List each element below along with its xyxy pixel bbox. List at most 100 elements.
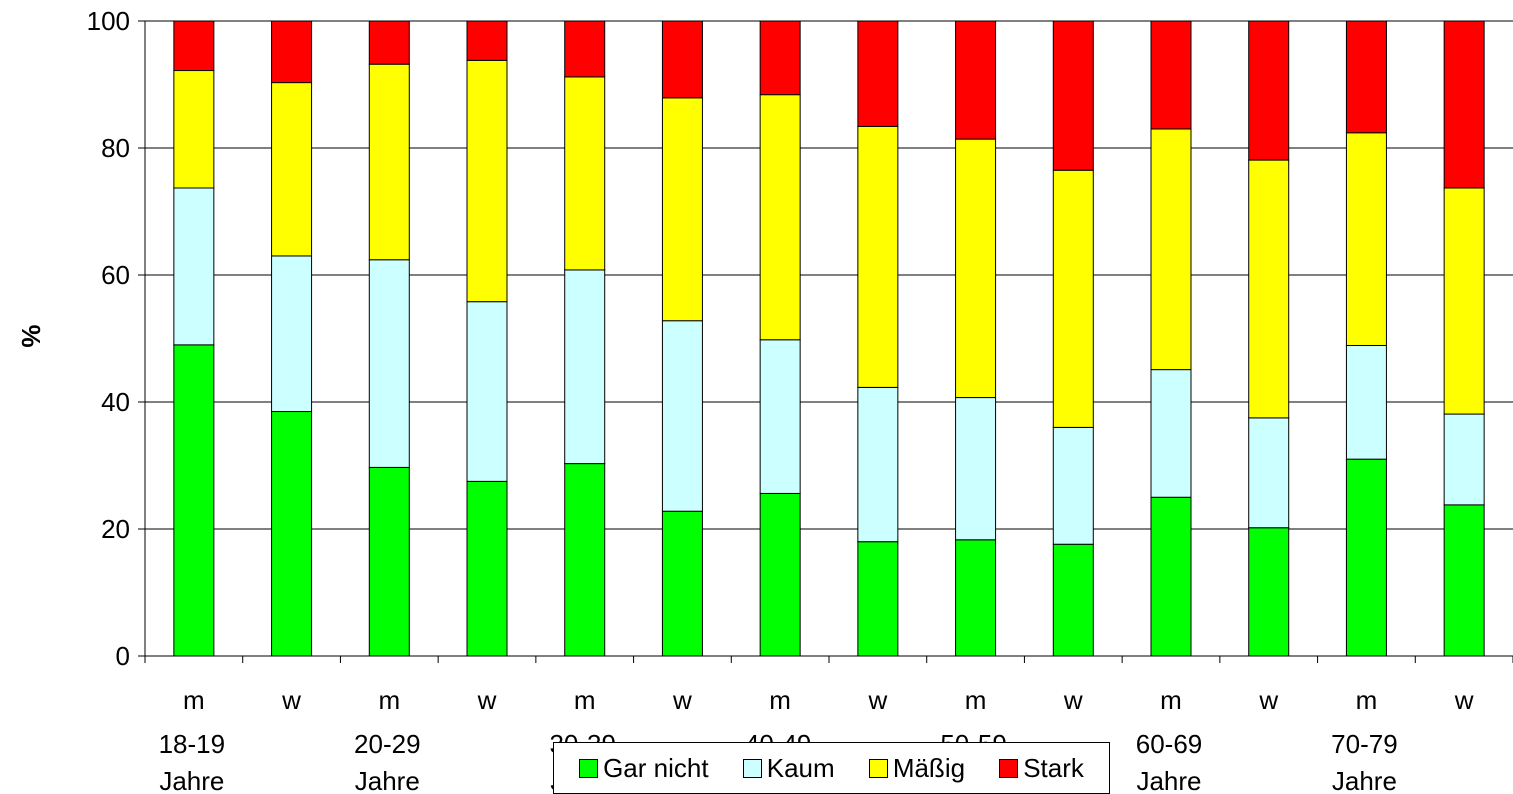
bar-segment-kaum: [466, 301, 508, 482]
x-group-label: 20-29: [354, 729, 421, 759]
bar-segment-mäßig: [271, 82, 313, 257]
legend-swatch: [579, 758, 599, 778]
bar-segment-kaum: [857, 386, 899, 543]
bar-segment-stark: [1345, 20, 1387, 134]
bar-segment-gar-nicht: [173, 344, 215, 657]
x-group-label: 18-19: [159, 729, 226, 759]
bar-segment-mäßig: [564, 76, 606, 271]
y-tick-label: 20: [101, 514, 130, 544]
x-group-label: Jahre: [1332, 766, 1397, 794]
bar-segment-gar-nicht: [1150, 496, 1192, 657]
bar-segment-kaum: [564, 269, 606, 465]
x-tick-label: w: [281, 685, 301, 715]
x-tick-label: m: [769, 685, 791, 715]
bar-segment-stark: [661, 20, 703, 99]
legend-item: Stark: [999, 753, 1084, 784]
x-tick-label: m: [965, 685, 987, 715]
legend-label: Kaum: [766, 752, 835, 783]
x-group-label: Jahre: [355, 766, 420, 794]
y-tick-label: 0: [116, 641, 130, 671]
bar-segment-mäßig: [955, 138, 997, 399]
x-tick-label: w: [1063, 685, 1083, 715]
x-tick-label: m: [1356, 685, 1378, 715]
x-group-label: 60-69: [1136, 729, 1203, 759]
bar-segment-kaum: [1248, 417, 1290, 529]
bar-segment-stark: [173, 20, 215, 72]
x-tick-label: m: [378, 685, 400, 715]
bar-segment-stark: [271, 20, 313, 84]
x-group-label: Jahre: [1136, 766, 1201, 794]
bar-segment-stark: [759, 20, 801, 96]
bar-segment-gar-nicht: [1443, 504, 1485, 657]
bar-segment-mäßig: [759, 94, 801, 341]
x-tick-label: m: [1160, 685, 1182, 715]
bar-segment-kaum: [173, 187, 215, 346]
bar-segment-mäßig: [1443, 187, 1485, 415]
bar-segment-mäßig: [857, 125, 899, 388]
bar-segment-kaum: [1345, 344, 1387, 460]
legend-swatch: [868, 758, 888, 778]
gridlines: [145, 20, 1513, 530]
bar-segment-kaum: [1150, 369, 1192, 498]
bar-segment-gar-nicht: [759, 492, 801, 657]
bar-segment-mäßig: [1248, 159, 1290, 419]
bar-segment-stark: [1150, 20, 1192, 130]
bar-segment-mäßig: [661, 97, 703, 322]
bar-segment-stark: [955, 20, 997, 140]
bar-segment-gar-nicht: [857, 541, 899, 657]
legend-item: Kaum: [742, 752, 835, 784]
x-tick-label: w: [867, 685, 887, 715]
bar-segment-gar-nicht: [271, 411, 313, 657]
x-tick-label: w: [672, 685, 692, 715]
x-tick-label: w: [1258, 685, 1278, 715]
bar-segment-kaum: [1052, 426, 1094, 545]
x-tick-label: w: [477, 685, 497, 715]
bar-segment-stark: [1052, 20, 1094, 171]
bar-segment-stark: [466, 20, 508, 61]
x-tick-label: m: [183, 685, 205, 715]
bar-segment-kaum: [368, 259, 410, 468]
bar-segment-gar-nicht: [661, 510, 703, 657]
legend-swatch: [999, 758, 1019, 778]
legend-label: Gar nicht: [603, 752, 709, 783]
legend-item: Gar nicht: [579, 753, 709, 784]
bar-segment-mäßig: [173, 70, 215, 189]
y-axis-ticks: 0 20 40 60 80 100: [87, 6, 145, 671]
bar-segment-gar-nicht: [466, 480, 508, 657]
x-group-label: Jahre: [159, 766, 224, 794]
bar-segment-stark: [1443, 20, 1485, 189]
legend-swatch: [742, 758, 762, 778]
bar-segment-mäßig: [1150, 128, 1192, 371]
bar-segment-stark: [857, 20, 899, 127]
bar-segment-gar-nicht: [368, 466, 410, 657]
legend-label: Stark: [1023, 752, 1084, 783]
y-tick-label: 80: [101, 133, 130, 163]
y-tick-label: 40: [101, 387, 130, 417]
bar-segment-kaum: [759, 339, 801, 494]
y-tick-label: 60: [101, 260, 130, 290]
bar-segment-stark: [368, 20, 410, 65]
bar-segment-gar-nicht: [1345, 458, 1387, 657]
bar-segment-mäßig: [1052, 169, 1094, 428]
bar-segment-mäßig: [1345, 132, 1387, 346]
bar-segment-mäßig: [368, 63, 410, 261]
axes: [144, 21, 1513, 663]
bar-segment-gar-nicht: [1248, 527, 1290, 657]
bar-segment-kaum: [955, 397, 997, 541]
bar-segment-stark: [1248, 20, 1290, 161]
x-tick-label: m: [574, 685, 596, 715]
legend-label: Mäßig: [892, 752, 966, 783]
y-axis-label: %: [16, 324, 46, 347]
bar-segment-gar-nicht: [564, 463, 606, 657]
x-tick-label: w: [1454, 685, 1474, 715]
bar-segment-stark: [564, 20, 606, 78]
x-group-label: 70-79: [1331, 729, 1398, 759]
y-tick-label: 100: [87, 6, 130, 36]
bar-segment-mäßig: [466, 59, 508, 303]
bar-segment-kaum: [1443, 413, 1485, 506]
bar-segment-kaum: [271, 255, 313, 413]
bar-segment-kaum: [661, 320, 703, 512]
bars: [173, 20, 1485, 657]
bar-segment-gar-nicht: [1052, 543, 1094, 657]
